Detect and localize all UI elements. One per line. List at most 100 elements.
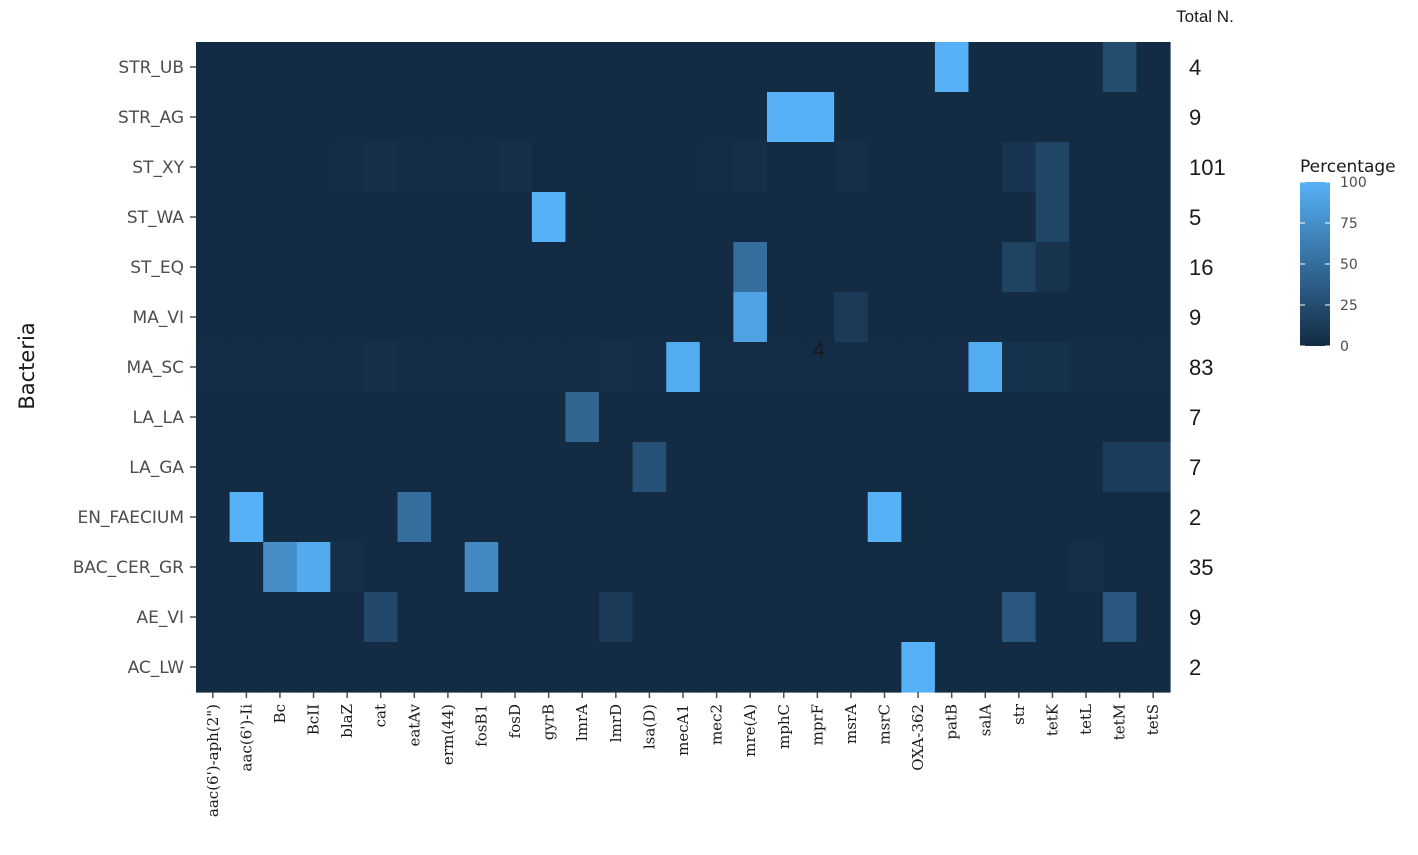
- heatmap-cell: [1069, 492, 1104, 543]
- heatmap-cell: [397, 492, 432, 543]
- heatmap-cell: [632, 342, 667, 393]
- heatmap-cell: [296, 342, 331, 393]
- heatmap-cell: [498, 442, 533, 493]
- heatmap-cell: [834, 542, 869, 593]
- heatmap-cell: [733, 92, 768, 143]
- total-header: Total N.: [1176, 7, 1234, 26]
- heatmap-cell: [699, 492, 734, 543]
- heatmap-cell: [464, 442, 499, 493]
- heatmap-cell: [565, 492, 600, 543]
- heatmap-cell: [296, 142, 331, 193]
- heatmap-cell: [766, 42, 802, 93]
- heatmap-cell: [1035, 42, 1070, 93]
- heatmap-cell: [498, 42, 533, 93]
- heatmap-cell: [531, 592, 567, 643]
- heatmap-cell: [196, 242, 231, 293]
- heatmap-cell: [632, 142, 667, 193]
- total-value: 7: [1189, 405, 1201, 430]
- heatmap-cell: [834, 492, 869, 543]
- y-tick-label: ST_XY: [132, 158, 184, 178]
- total-value: 2: [1189, 655, 1201, 680]
- heatmap-cell: [363, 542, 399, 593]
- heatmap-cell: [229, 92, 264, 143]
- heatmap-cell: [699, 242, 734, 293]
- heatmap-cell: [565, 142, 600, 193]
- heatmap-cell: [565, 642, 600, 693]
- heatmap-cell: [666, 92, 701, 143]
- heatmap-cell: [363, 642, 399, 693]
- heatmap-cell: [1002, 642, 1037, 693]
- heatmap-cell: [498, 392, 533, 443]
- heatmap-cell: [766, 442, 802, 493]
- heatmap-cell: [330, 342, 365, 393]
- annotation-label: 4: [813, 337, 825, 362]
- heatmap-cell: [599, 342, 634, 393]
- heatmap-cell: [498, 192, 533, 243]
- heatmap-cell: [666, 642, 701, 693]
- heatmap-cell: [800, 92, 835, 143]
- x-tick-label: tetL: [1077, 704, 1095, 735]
- heatmap-cell: [834, 242, 869, 293]
- heatmap-cell: [431, 292, 466, 343]
- heatmap-cell: [1102, 292, 1138, 343]
- heatmap-cell: [498, 592, 533, 643]
- total-column: 4 9 101 5 16 9 83 7 7 2 35 9 2: [1189, 55, 1226, 680]
- heatmap-cell: [1136, 342, 1171, 393]
- heatmap-cell: [1002, 92, 1037, 143]
- heatmap-cell: [229, 342, 264, 393]
- heatmap-cell: [834, 392, 869, 443]
- heatmap-cell: [229, 442, 264, 493]
- heatmap-cell: [934, 242, 970, 293]
- heatmap-cell: [196, 492, 231, 543]
- x-tick-label: Bc: [271, 704, 289, 723]
- heatmap-cell: [1069, 642, 1104, 693]
- heatmap-cell: [1069, 92, 1104, 143]
- heatmap-cell: [766, 542, 802, 593]
- heatmap-cell: [1102, 442, 1138, 493]
- y-tick-label: EN_FAECIUM: [77, 508, 184, 528]
- heatmap-cell: [229, 142, 264, 193]
- heatmap-cell: [431, 192, 466, 243]
- heatmap-cell: [1035, 442, 1070, 493]
- heatmap-cell: [1002, 542, 1037, 593]
- heatmap-cell: [968, 242, 1003, 293]
- heatmap-cell: [1002, 442, 1037, 493]
- heatmap-cell: [1136, 442, 1171, 493]
- heatmap-cell: [766, 92, 802, 143]
- heatmap-cell: [229, 42, 264, 93]
- heatmap-cell: [363, 42, 399, 93]
- x-tick-label: gyrB: [540, 704, 558, 740]
- heatmap-cell: [565, 542, 600, 593]
- heatmap-cell: [531, 142, 567, 193]
- heatmap-cell: [599, 542, 634, 593]
- heatmap-cell: [464, 492, 499, 543]
- heatmap-cell: [834, 142, 869, 193]
- x-tick-label: fosB1: [473, 704, 491, 747]
- x-tick-label: str: [1010, 703, 1028, 725]
- heatmap-cell: [1069, 542, 1104, 593]
- heatmap-cell: [1002, 342, 1037, 393]
- heatmap-cell: [296, 492, 331, 543]
- heatmap-cell: [934, 392, 970, 443]
- heatmap-cell: [431, 492, 466, 543]
- heatmap-cell: [330, 292, 365, 343]
- x-tick-label: mre(A): [741, 704, 759, 757]
- heatmap-cell: [666, 592, 701, 643]
- heatmap-cell: [968, 642, 1003, 693]
- heatmap-cell: [1069, 442, 1104, 493]
- heatmap-cell: [565, 392, 600, 443]
- x-tick-label: tetS: [1144, 704, 1162, 735]
- heatmap-cell: [397, 592, 432, 643]
- heatmap-cell: [934, 342, 970, 393]
- heatmap-cell: [1035, 142, 1070, 193]
- heatmap-cell: [229, 292, 264, 343]
- heatmap-cell: [699, 42, 734, 93]
- heatmap-cell: [1002, 392, 1037, 443]
- total-value: 9: [1189, 605, 1201, 630]
- heatmap-cell: [1069, 192, 1104, 243]
- heatmap-cell: [968, 142, 1003, 193]
- heatmap-cell: [934, 442, 970, 493]
- heatmap-cell: [1102, 592, 1138, 643]
- heatmap-cell: [431, 592, 466, 643]
- heatmap-cell: [196, 642, 231, 693]
